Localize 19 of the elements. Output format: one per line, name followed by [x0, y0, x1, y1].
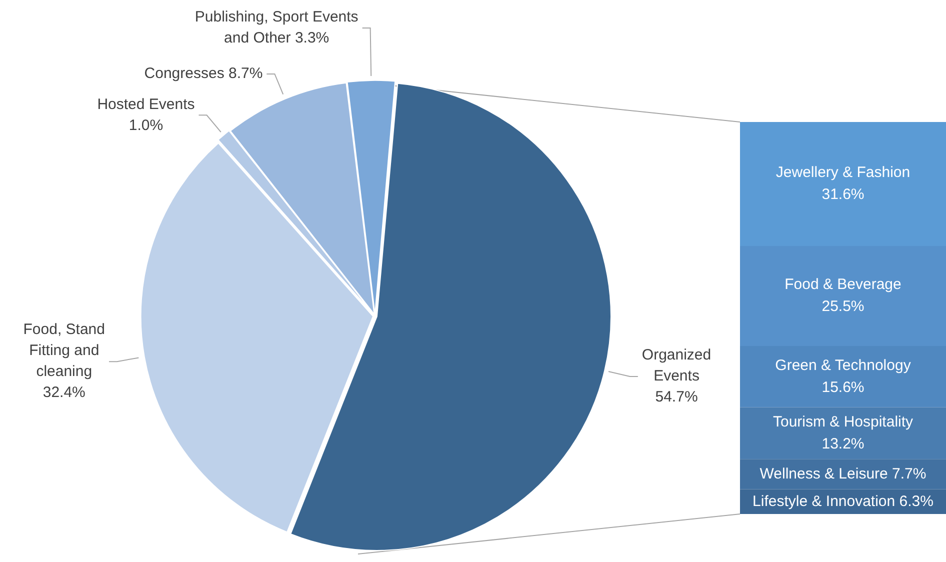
slice-label: Hosted Events: [97, 96, 195, 113]
data-label: 15.6%: [822, 378, 864, 396]
series-label: Tourism & Hospitality: [772, 413, 914, 430]
slice-label: Publishing, Sport Events and Other 3.3%: [194, 8, 358, 47]
text: Wellness & Leisure 7.7%: [760, 465, 926, 482]
data-label: 13.2%: [822, 435, 864, 452]
series-label: Jewellery & Fashion: [776, 164, 910, 182]
series-label: Food & Beverage: [784, 276, 902, 294]
data-label: 1.0%: [128, 116, 164, 134]
slice-label: Congresses 8.7%: [144, 65, 263, 82]
slice-label: Organized Events: [642, 346, 712, 385]
data-label: 25.5%: [822, 298, 864, 316]
data-label: 32.4%: [42, 384, 86, 402]
data-label: 31.6%: [822, 186, 864, 204]
text: Lifestyle & Innovation 6.3%: [752, 492, 934, 510]
data-label: 54.7%: [655, 388, 698, 406]
series-label: Green & Technology: [775, 356, 912, 374]
bar: [740, 407, 946, 460]
slice-label: Food, Stand Fitting and cleaning: [23, 321, 105, 380]
